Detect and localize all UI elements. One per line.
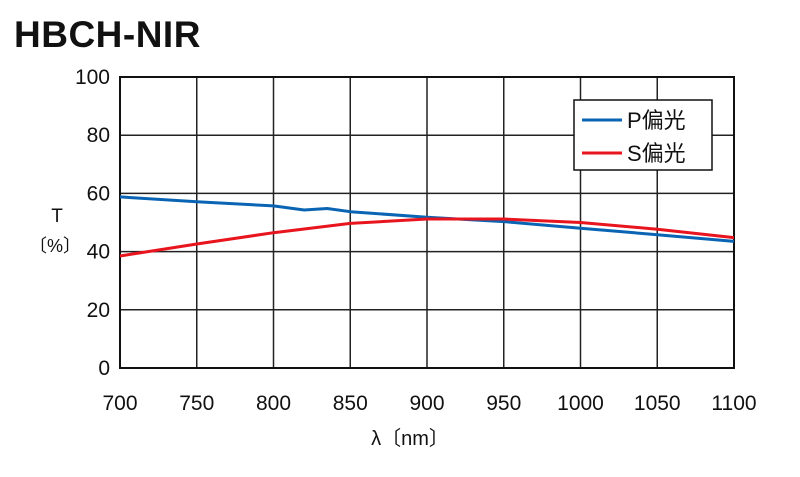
x-tick-label: 750 — [179, 392, 214, 415]
x-tick-label: 1050 — [634, 392, 681, 415]
x-tick-label: 850 — [333, 392, 368, 415]
y-tick-label: 100 — [75, 66, 110, 89]
plot-frame — [119, 76, 735, 369]
x-tick-label: 700 — [102, 392, 137, 415]
x-axis-label: λ〔nm〕 — [371, 427, 449, 450]
y-tick-label: 80 — [87, 124, 110, 147]
x-tick-label: 1100 — [711, 392, 756, 415]
x-tick-label: 800 — [256, 392, 291, 415]
y-tick-label: 20 — [87, 299, 110, 322]
x-tick-label: 900 — [409, 392, 444, 415]
y-tick-label: 0 — [98, 357, 110, 380]
y-tick-label: 60 — [87, 182, 110, 205]
y-axis-label: T — [51, 206, 63, 227]
x-tick-label: 950 — [486, 392, 521, 415]
x-tick-label: 1000 — [557, 392, 604, 415]
legend-box — [573, 99, 713, 171]
y-axis-unit: 〔%〕 — [29, 236, 81, 256]
series-line-s — [119, 217, 735, 258]
legend-label: S偏光 — [627, 141, 686, 166]
series-line-p — [119, 195, 735, 243]
y-tick-label: 40 — [87, 241, 110, 264]
legend-label: P偏光 — [627, 108, 686, 133]
chart-title: HBCH-NIR — [14, 14, 201, 55]
